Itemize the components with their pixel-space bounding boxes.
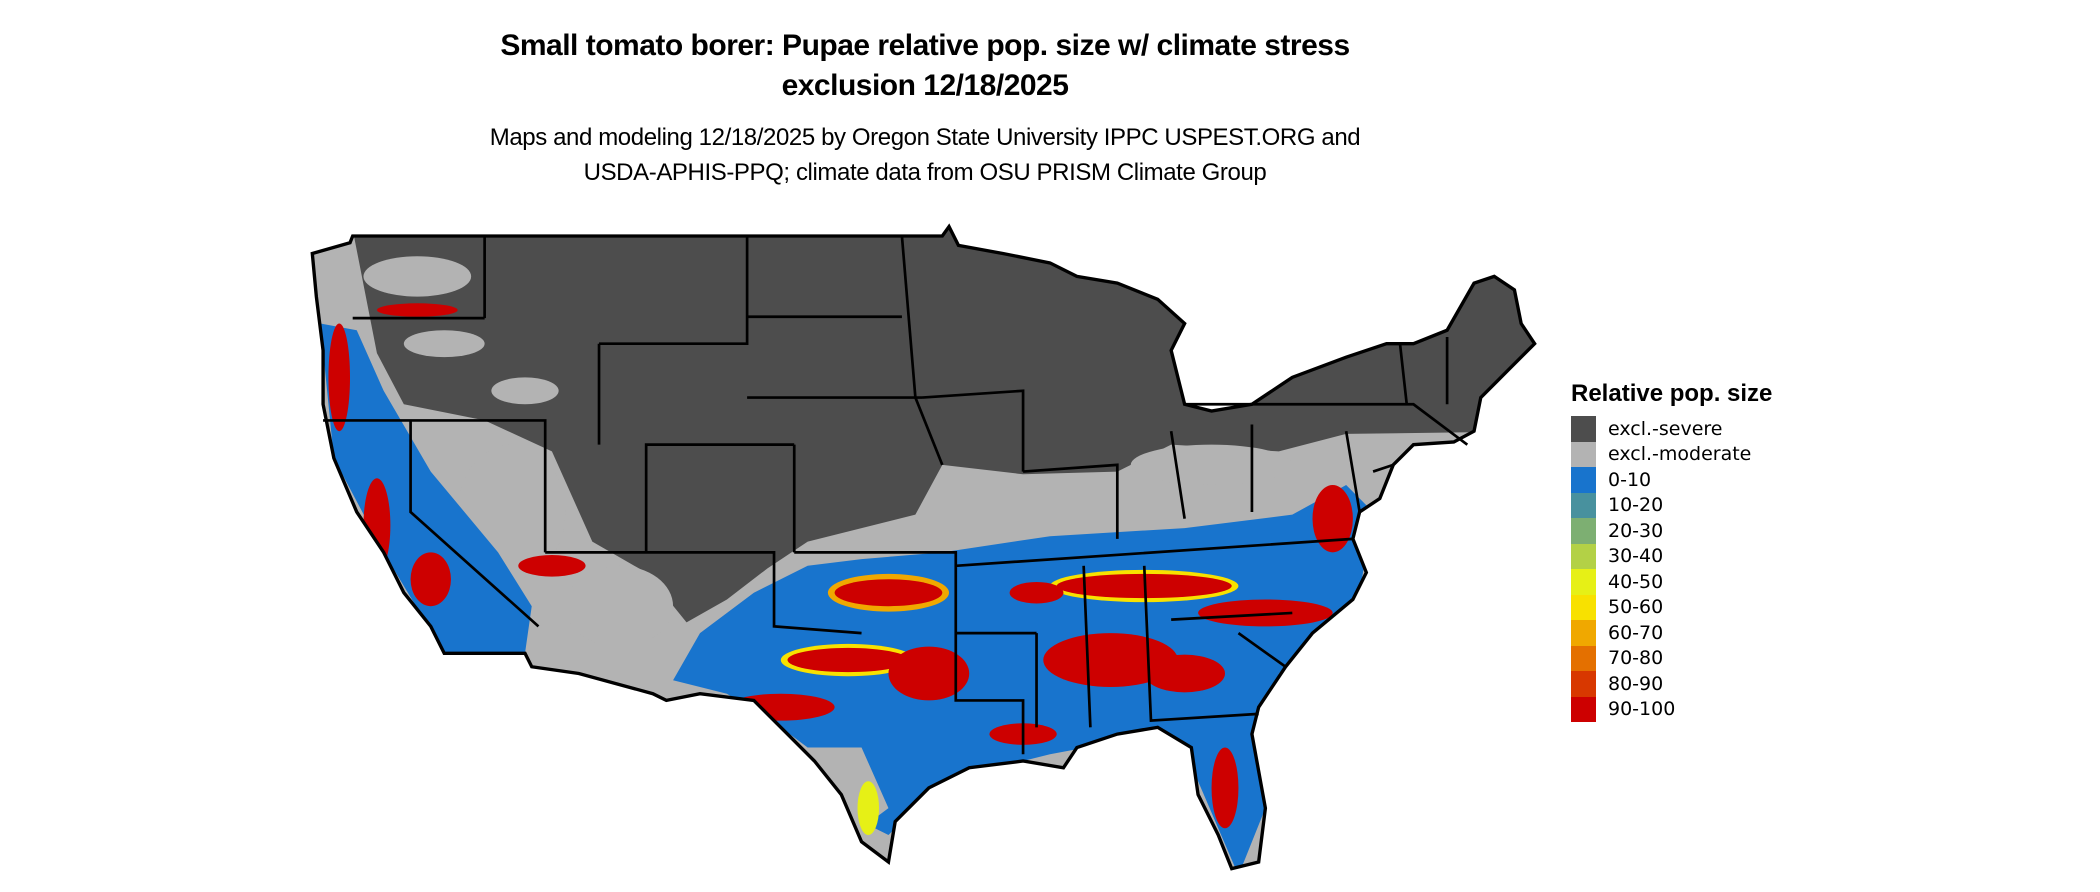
legend-swatch bbox=[1571, 543, 1596, 569]
legend-swatch bbox=[1571, 594, 1596, 620]
legend-item: 90-100 bbox=[1571, 696, 1772, 722]
map-subtitle-line2: USDA-APHIS-PPQ; climate data from OSU PR… bbox=[583, 159, 1267, 186]
map-subtitle-line1: Maps and modeling 12/18/2025 by Oregon S… bbox=[489, 124, 1361, 151]
legend-label: 20-30 bbox=[1608, 519, 1664, 542]
state-borders bbox=[323, 235, 1469, 755]
legend-swatch bbox=[1571, 492, 1596, 518]
legend-item: 50-60 bbox=[1571, 594, 1772, 620]
legend-item: 0-10 bbox=[1571, 467, 1772, 493]
legend-item: 20-30 bbox=[1571, 518, 1772, 544]
map-legend: Relative pop. size excl.-severe excl.-mod… bbox=[1571, 380, 1772, 722]
legend-item: excl.-severe bbox=[1571, 416, 1772, 442]
legend-swatch bbox=[1571, 518, 1596, 544]
legend-swatch bbox=[1571, 416, 1596, 442]
legend-swatch bbox=[1571, 441, 1596, 467]
legend-item: 60-70 bbox=[1571, 620, 1772, 646]
map-title-line2: exclusion 12/18/2025 bbox=[781, 69, 1069, 102]
legend-item: 70-80 bbox=[1571, 645, 1772, 671]
legend-item: 40-50 bbox=[1571, 569, 1772, 595]
legend-title: Relative pop. size bbox=[1571, 380, 1773, 407]
legend-item: 10-20 bbox=[1571, 492, 1772, 518]
legend-swatch bbox=[1571, 620, 1596, 646]
legend-swatch bbox=[1571, 671, 1596, 697]
legend-swatch bbox=[1571, 696, 1596, 722]
legend-label: excl.-moderate bbox=[1608, 443, 1752, 466]
legend-item: excl.-moderate bbox=[1571, 441, 1772, 467]
high-pop-zones bbox=[328, 303, 1353, 836]
legend-label: 30-40 bbox=[1608, 545, 1664, 568]
legend-item: 80-90 bbox=[1571, 671, 1772, 697]
legend-label: excl.-severe bbox=[1608, 417, 1723, 440]
legend-swatch bbox=[1571, 569, 1596, 595]
legend-swatch bbox=[1571, 467, 1596, 493]
legend-label: 70-80 bbox=[1608, 647, 1664, 670]
legend-swatch bbox=[1571, 645, 1596, 671]
legend-label: 50-60 bbox=[1608, 596, 1664, 619]
legend-label: 40-50 bbox=[1608, 570, 1664, 593]
map-title-line1: Small tomato borer: Pupae relative pop. … bbox=[500, 29, 1350, 62]
legend-item: 30-40 bbox=[1571, 543, 1772, 569]
legend-label: 0-10 bbox=[1608, 468, 1652, 491]
legend-label: 10-20 bbox=[1608, 494, 1664, 517]
legend-label: 60-70 bbox=[1608, 621, 1664, 644]
low-pop-west bbox=[320, 323, 532, 654]
legend-label: 80-90 bbox=[1608, 672, 1664, 695]
legend-label: 90-100 bbox=[1608, 698, 1676, 721]
